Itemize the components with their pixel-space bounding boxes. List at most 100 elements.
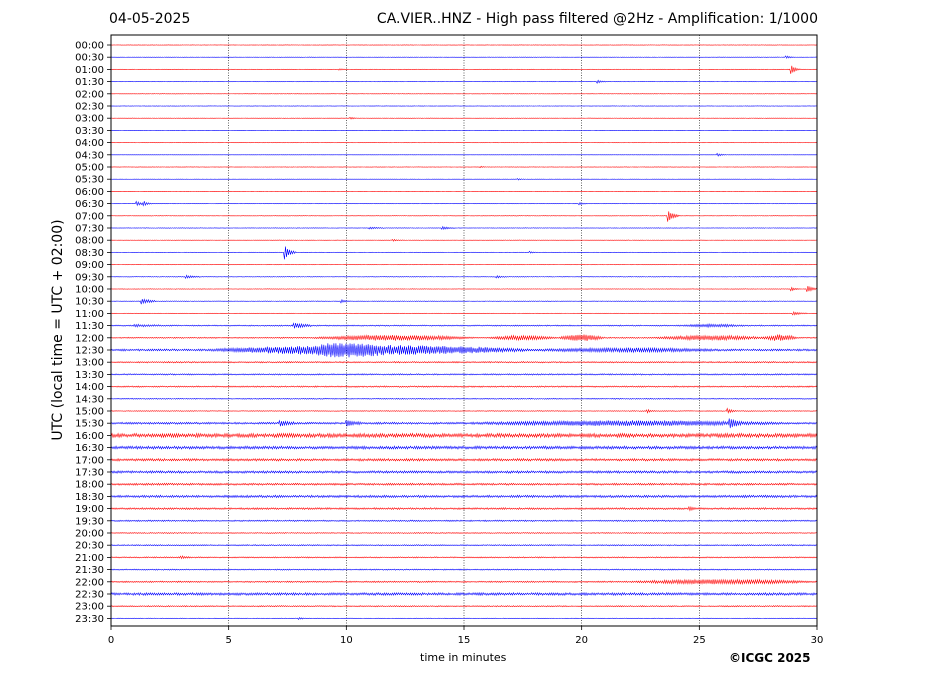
y-tick-label: 01:30 <box>75 77 104 88</box>
y-tick-label: 15:00 <box>75 407 104 418</box>
y-tick-label: 04:30 <box>75 150 104 161</box>
y-tick-label: 05:00 <box>75 163 104 174</box>
y-tick-label: 10:30 <box>75 297 104 308</box>
y-tick-label: 02:00 <box>75 89 104 100</box>
y-tick-label: 09:30 <box>75 272 104 283</box>
y-tick-label: 14:30 <box>75 394 104 405</box>
y-tick-label: 00:00 <box>75 41 104 52</box>
x-tick-label: 15 <box>458 635 471 646</box>
seismic-trace <box>110 568 818 571</box>
y-tick-label: 18:30 <box>75 492 104 503</box>
seismic-trace <box>110 445 818 450</box>
seismic-trace <box>110 178 818 181</box>
seismic-trace <box>110 238 818 242</box>
seismic-trace <box>110 55 818 59</box>
y-tick-label: 01:00 <box>75 65 104 76</box>
y-tick-label: 09:00 <box>75 260 104 271</box>
seismic-trace <box>110 397 818 400</box>
y-tick-label: 03:00 <box>75 114 104 125</box>
seismic-trace <box>110 505 818 512</box>
seismic-trace <box>110 274 818 279</box>
y-tick-label: 20:00 <box>75 529 104 540</box>
seismic-trace <box>110 165 818 169</box>
seismic-trace <box>110 385 818 388</box>
seismic-trace <box>110 152 818 157</box>
seismic-trace <box>110 343 818 358</box>
y-tick-label: 08:00 <box>75 236 104 247</box>
x-tick-label: 0 <box>108 635 114 646</box>
y-tick-label: 20:30 <box>75 541 104 552</box>
seismic-trace <box>110 361 818 364</box>
seismic-trace <box>110 79 818 84</box>
seismic-trace <box>110 116 818 120</box>
seismic-trace <box>110 407 818 414</box>
y-tick-label: 02:30 <box>75 102 104 113</box>
y-tick-label: 19:30 <box>75 516 104 527</box>
seismic-trace <box>110 246 818 260</box>
seismic-trace <box>110 285 818 292</box>
seismic-trace <box>110 605 818 608</box>
seismic-trace <box>110 457 818 462</box>
x-tick-label: 30 <box>811 635 824 646</box>
seismic-trace <box>110 616 818 620</box>
x-axis-label: time in minutes <box>420 651 507 664</box>
seismic-trace <box>110 225 818 231</box>
y-tick-label: 18:00 <box>75 480 104 491</box>
seismic-trace <box>110 322 818 329</box>
y-tick-label: 13:30 <box>75 370 104 381</box>
seismic-trace <box>110 519 818 523</box>
seismic-trace <box>110 373 818 376</box>
seismic-trace <box>110 482 818 486</box>
date-label: 04-05-2025 <box>109 11 191 27</box>
y-tick-label: 11:30 <box>75 321 104 332</box>
x-tick-label: 20 <box>575 635 588 646</box>
seismic-trace <box>110 494 818 499</box>
y-tick-label: 16:00 <box>75 431 104 442</box>
copyright-label: ©ICGC 2025 <box>729 651 811 665</box>
x-tick-label: 5 <box>225 635 231 646</box>
seismic-trace <box>110 591 818 597</box>
y-tick-label: 11:00 <box>75 309 104 320</box>
y-tick-label: 17:30 <box>75 468 104 479</box>
y-tick-label: 03:30 <box>75 126 104 137</box>
seismic-trace <box>110 544 818 547</box>
y-tick-label: 22:30 <box>75 590 104 601</box>
y-tick-label: 12:00 <box>75 333 104 344</box>
seismic-trace <box>110 298 818 305</box>
y-tick-label: 23:30 <box>75 614 104 625</box>
y-tick-label: 08:30 <box>75 248 104 259</box>
y-tick-label: 23:00 <box>75 602 104 613</box>
y-tick-label: 21:30 <box>75 565 104 576</box>
seismic-trace <box>110 470 818 474</box>
y-tick-label: 07:30 <box>75 224 104 235</box>
x-tick-label: 25 <box>693 635 706 646</box>
seismic-trace <box>110 532 818 534</box>
seismic-trace <box>110 418 818 429</box>
y-tick-label: 04:00 <box>75 138 104 149</box>
y-tick-label: 06:30 <box>75 199 104 210</box>
seismic-trace <box>110 65 818 74</box>
chart-title: CA.VIER..HNZ - High pass filtered @2Hz -… <box>376 11 818 27</box>
seismic-trace <box>110 555 818 560</box>
y-tick-label: 15:30 <box>75 419 104 430</box>
y-tick-label: 12:30 <box>75 346 104 357</box>
seismic-trace <box>110 432 818 439</box>
y-tick-label: 13:00 <box>75 358 104 369</box>
y-tick-label: 19:00 <box>75 504 104 515</box>
seismic-trace <box>110 200 818 207</box>
y-tick-label: 06:00 <box>75 187 104 198</box>
y-tick-label: 07:00 <box>75 211 104 222</box>
y-tick-label: 16:30 <box>75 443 104 454</box>
seismic-trace <box>110 334 818 342</box>
seismic-trace <box>110 578 818 585</box>
y-tick-label: 17:00 <box>75 455 104 466</box>
x-tick-label: 10 <box>340 635 353 646</box>
y-tick-label: 10:00 <box>75 285 104 296</box>
y-tick-label: 22:00 <box>75 577 104 588</box>
seismic-trace <box>110 310 818 316</box>
y-tick-label: 14:00 <box>75 382 104 393</box>
y-tick-label: 21:00 <box>75 553 104 564</box>
y-tick-label: 00:30 <box>75 53 104 64</box>
